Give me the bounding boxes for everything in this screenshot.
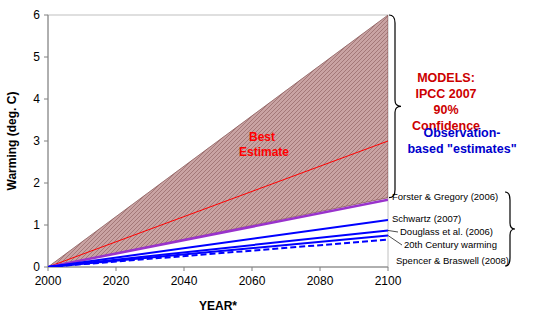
x-tick — [184, 267, 185, 271]
y-tick-label: 6 — [33, 8, 40, 22]
y-axis-label: Warming (deg. C) — [5, 92, 19, 191]
annotation: MODELS: — [417, 71, 475, 85]
y-tick — [44, 15, 48, 16]
plot-frame — [48, 15, 388, 267]
x-tick-label: 2080 — [307, 274, 334, 288]
confidence-band — [48, 15, 388, 267]
x-tick — [320, 267, 321, 271]
x-tick-label: 2040 — [171, 274, 198, 288]
series-label: Spencer & Braswell (2008) — [396, 255, 509, 266]
y-tick-label: 4 — [33, 92, 40, 106]
y-tick — [44, 57, 48, 58]
leader-line — [388, 236, 402, 246]
series-label: Schwartz (2007) — [392, 213, 461, 224]
series-line — [48, 230, 388, 267]
y-tick-label: 5 — [33, 50, 40, 64]
models-brace — [389, 15, 401, 198]
x-tick-label: 2020 — [103, 274, 130, 288]
chart: 0 1 2 3 4 5 6 2000 2020 2040 2060 2080 2100 YEAR* Warm… — [0, 0, 547, 324]
series-label: Douglass et al. (2006) — [400, 226, 493, 237]
x-tick — [48, 267, 49, 271]
annotation: based "estimates" — [407, 142, 516, 156]
series-line — [48, 220, 388, 267]
x-tick-label: 2000 — [35, 274, 62, 288]
y-tick — [44, 267, 48, 268]
y-tick-label: 2 — [33, 176, 40, 190]
observation-brace — [505, 192, 515, 266]
y-tick — [44, 225, 48, 226]
y-tick — [44, 99, 48, 100]
x-tick — [388, 267, 389, 271]
series-line — [48, 200, 388, 267]
x-tick-label: 2100 — [375, 274, 402, 288]
annotation: Observation- — [423, 126, 500, 140]
series-line — [48, 236, 388, 268]
label-line: Estimate — [239, 145, 289, 159]
annotation: 90% — [433, 103, 458, 117]
x-tick-label: 2060 — [239, 274, 266, 288]
series-line — [48, 240, 388, 267]
x-tick — [116, 267, 117, 271]
series-label: BestEstimate — [239, 130, 289, 159]
leader-line — [388, 230, 398, 232]
series-line — [48, 141, 388, 267]
y-tick — [44, 183, 48, 184]
annotation: IPCC 2007 — [415, 87, 476, 101]
series-label: Forster & Gregory (2006) — [392, 191, 498, 202]
series-label: 20th Century warming — [404, 239, 497, 250]
plot-data — [48, 15, 388, 267]
x-axis-label: YEAR* — [199, 299, 237, 313]
confidence-band-hatch — [48, 15, 388, 267]
x-axis — [48, 267, 388, 268]
y-tick-label: 0 — [33, 260, 40, 274]
x-tick — [252, 267, 253, 271]
y-tick-label: 1 — [33, 218, 40, 232]
label-line: Best — [249, 130, 275, 144]
y-tick — [44, 141, 48, 142]
y-tick-label: 3 — [33, 134, 40, 148]
